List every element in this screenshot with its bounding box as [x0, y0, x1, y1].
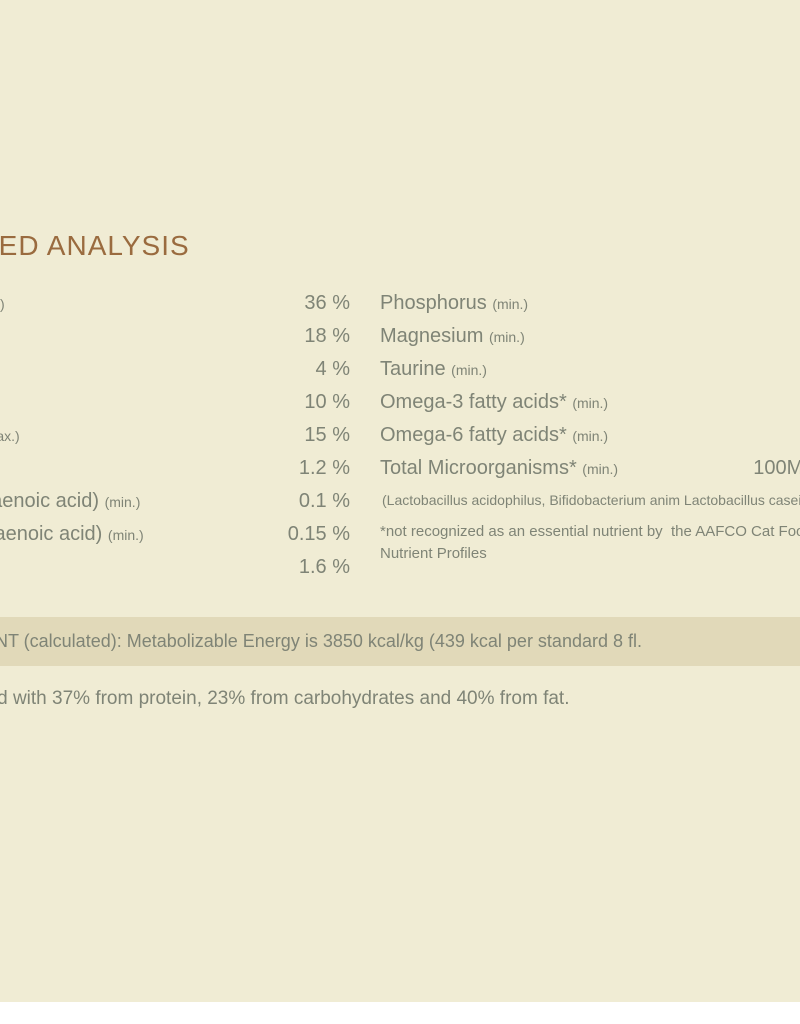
nutrient-row: Total Microorganisms* (min.) 100MM [380, 457, 800, 480]
nutrient-value: 15 % [280, 424, 350, 447]
nutrient-label: Omega-3 fatty acids* (min.) [380, 391, 608, 414]
nutrient-row: Taurine (min.) [380, 358, 800, 381]
nutrient-label: starch (max.) [0, 424, 20, 447]
nutrient-row: Omega-6 fatty acids* (min.) [380, 424, 800, 447]
nutrient-label: Omega-6 fatty acids* (min.) [380, 424, 608, 447]
aafco-footnote: *not recognized as an essential nutrient… [380, 521, 800, 565]
nutrient-value: 10 % [280, 391, 350, 414]
nutrient-row: Omega-3 fatty acids* (min.) [380, 391, 800, 414]
microorganisms-note: (Lactobacillus acidophilus, Bifidobacter… [380, 490, 800, 511]
nutrient-value: 4 % [280, 358, 350, 381]
analysis-panel: ANTEED ANALYSIS otein (min.) 36 % t (min… [0, 0, 800, 710]
nutrient-row: otein (min.) 36 % [0, 292, 350, 315]
bottom-white-edge [0, 1002, 800, 1024]
nutrient-row: osapentaenoic acid) (min.) 0.1 % [0, 490, 350, 513]
nutrient-columns: otein (min.) 36 % t (min.) 18 % ber (max… [0, 292, 800, 589]
nutrient-value: 100MM [750, 457, 800, 480]
nutrient-row: e (max.) 10 % [0, 391, 350, 414]
nutrient-label: Phosphorus (min.) [380, 292, 528, 315]
nutrient-label: Taurine (min.) [380, 358, 487, 381]
nutrient-label: cosahexaenoic acid) (min.) [0, 523, 144, 546]
nutrient-value: 1.2 % [280, 457, 350, 480]
calorie-distribution: distributed with 37% from protein, 23% f… [0, 688, 800, 710]
nutrient-value: 36 % [280, 292, 350, 315]
nutrient-value: 0.1 % [280, 490, 350, 513]
nutrient-label: Total Microorganisms* (min.) [380, 457, 618, 480]
nutrient-row: (min.) 1.6 % [0, 556, 350, 579]
nutrient-row: Magnesium (min.) [380, 325, 800, 348]
nutrient-row: ber (max.) 4 % [0, 358, 350, 381]
nutrient-row: (max.) 1.2 % [0, 457, 350, 480]
left-column: otein (min.) 36 % t (min.) 18 % ber (max… [0, 292, 350, 589]
nutrient-row: Phosphorus (min.) [380, 292, 800, 315]
nutrient-label: Magnesium (min.) [380, 325, 525, 348]
nutrient-label: osapentaenoic acid) (min.) [0, 490, 140, 513]
nutrient-value: 1.6 % [280, 556, 350, 579]
nutrient-label: otein (min.) [0, 292, 5, 315]
right-column: Phosphorus (min.) Magnesium (min.) Tauri… [380, 292, 800, 589]
section-heading: ANTEED ANALYSIS [0, 230, 800, 262]
nutrient-value: 18 % [280, 325, 350, 348]
nutrient-value: 0.15 % [280, 523, 350, 546]
nutrient-row: starch (max.) 15 % [0, 424, 350, 447]
calorie-content-bar: CONTENT (calculated): Metabolizable Ener… [0, 617, 800, 666]
nutrient-row: cosahexaenoic acid) (min.) 0.15 % [0, 523, 350, 546]
nutrient-row: t (min.) 18 % [0, 325, 350, 348]
